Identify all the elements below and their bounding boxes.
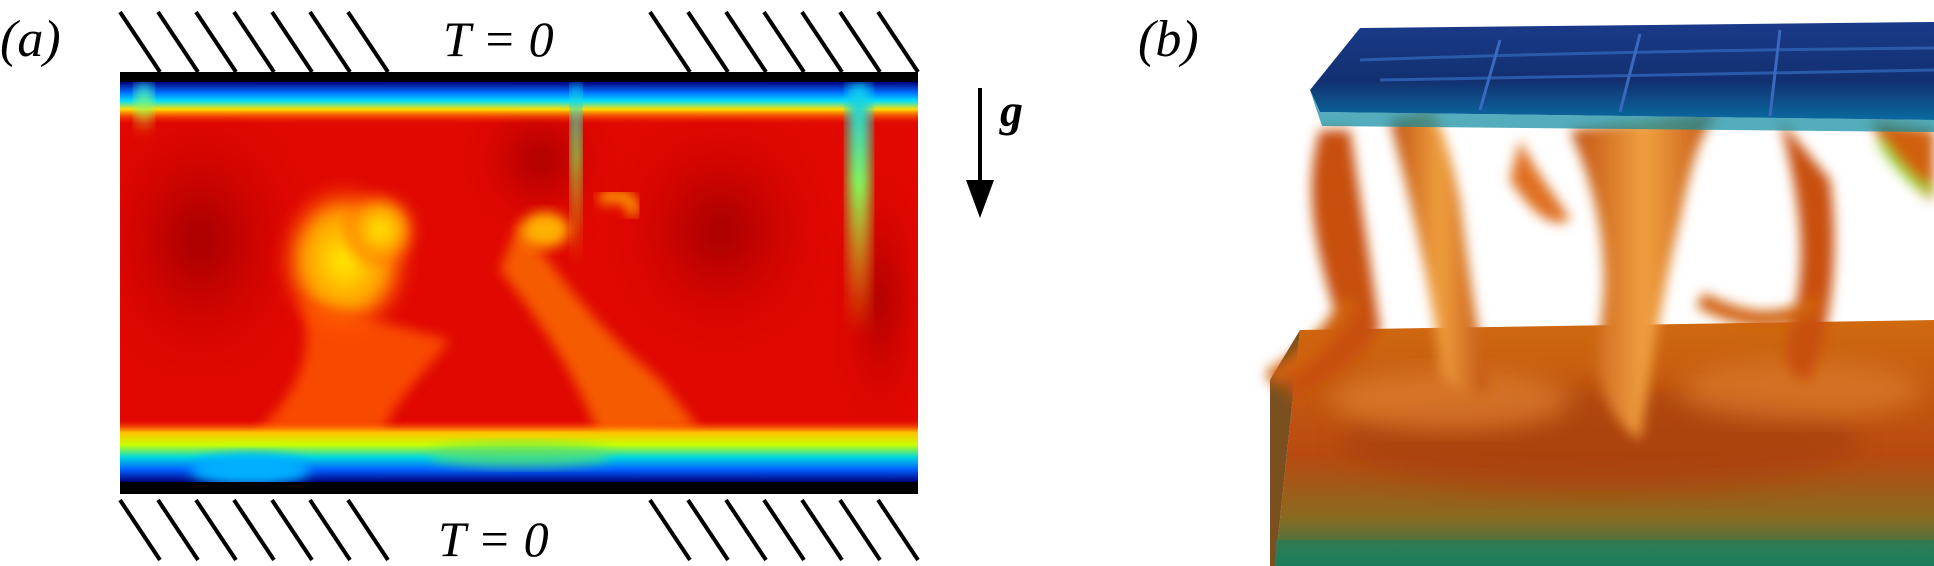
top-boundary-label: T = 0 <box>443 11 554 67</box>
bottom-boundary-label: T = 0 <box>438 511 549 566</box>
bottom-plate <box>120 482 918 494</box>
panel-a: (a) T = 0 <box>0 11 1023 566</box>
gravity-arrow-icon <box>966 88 994 218</box>
top-right-hatching <box>650 12 918 72</box>
bottom-right-hatching <box>650 500 918 560</box>
bottom-left-hatching <box>120 500 388 560</box>
top-left-hatching <box>120 12 388 72</box>
temperature-field <box>90 82 920 486</box>
panel-b: (b) <box>1138 11 1934 566</box>
panel-a-label: (a) <box>0 11 61 68</box>
top-lid <box>1310 22 1934 132</box>
gravity-label: g <box>999 85 1023 136</box>
panel-b-label: (b) <box>1138 11 1199 68</box>
